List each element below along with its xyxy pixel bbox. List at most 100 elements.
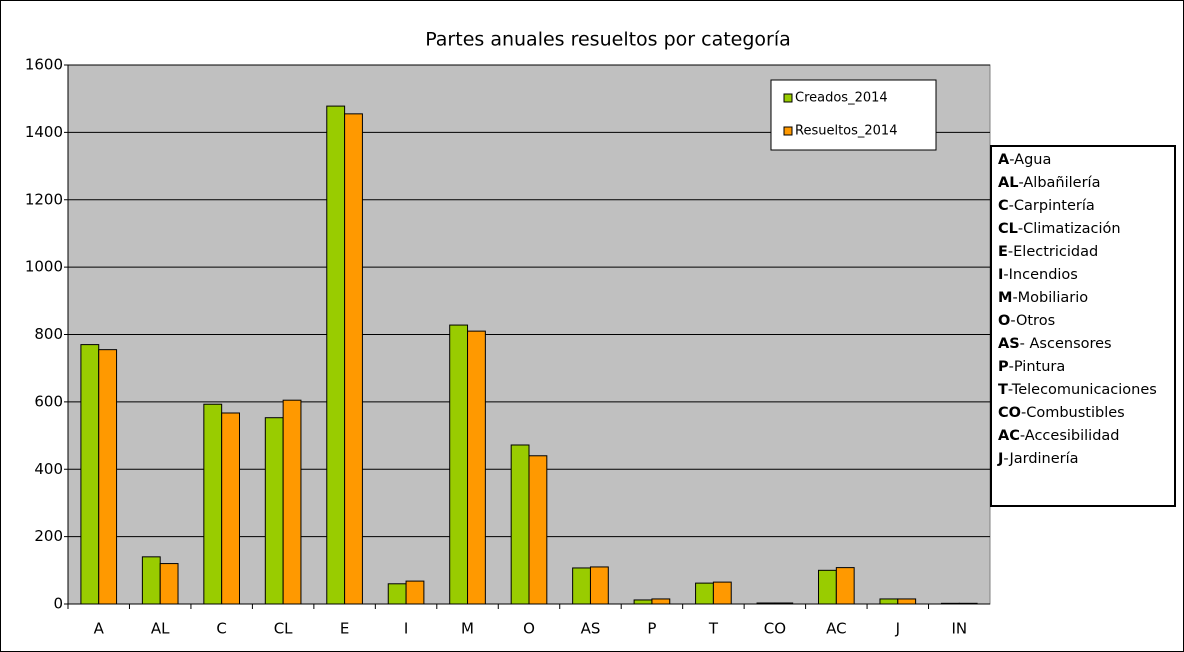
bar	[510, 444, 530, 605]
key-entry: C-Carpintería	[998, 195, 1174, 218]
bar	[264, 417, 284, 605]
key-entry: AL-Albañilería	[998, 172, 1174, 195]
key-text: -Carpintería	[1008, 198, 1095, 214]
key-text: -Electricidad	[1007, 244, 1099, 260]
x-tick-label: J	[895, 620, 900, 638]
y-tick-label: 1600	[25, 56, 63, 74]
key-entry: I-Incendios	[998, 264, 1174, 287]
key-entry: M-Mobiliario	[998, 287, 1174, 310]
bar	[774, 602, 794, 605]
x-tick-label: IN	[951, 620, 967, 638]
bar	[633, 599, 653, 605]
legend-label: Resueltos_2014	[795, 124, 897, 139]
x-tick-label: M	[461, 620, 474, 638]
bar	[326, 105, 346, 605]
key-text: -Albañilería	[1018, 175, 1101, 191]
key-code: C	[998, 198, 1009, 214]
key-entry: CO-Combustibles	[998, 402, 1174, 425]
bar	[221, 412, 240, 605]
legend-label: Creados_2014	[795, 91, 888, 106]
legend-box	[770, 79, 937, 151]
bar	[387, 583, 407, 605]
bar	[141, 556, 161, 605]
key-text: -Incendios	[1003, 267, 1078, 283]
key-code: O	[998, 313, 1011, 329]
legend-swatch	[783, 93, 793, 103]
key-code: T	[998, 382, 1008, 398]
bar	[756, 602, 776, 605]
key-entry: A-Agua	[998, 149, 1174, 172]
bar	[449, 324, 469, 605]
y-tick-label: 1400	[25, 123, 63, 141]
bar	[818, 569, 837, 605]
key-text: -Otros	[1010, 313, 1056, 329]
x-tick-label: P	[647, 620, 656, 638]
key-code: E	[998, 244, 1008, 260]
key-text: -Climatización	[1017, 221, 1121, 237]
key-text: -Combustibles	[1020, 405, 1125, 421]
bar	[695, 582, 714, 605]
x-tick-label: E	[340, 620, 349, 638]
bar	[958, 602, 978, 605]
key-code: M	[998, 290, 1013, 306]
key-entry: P-Pintura	[998, 356, 1174, 379]
key-code: A	[998, 152, 1010, 168]
key-entry: AS- Ascensores	[998, 333, 1174, 356]
bar	[80, 344, 100, 605]
bar	[835, 567, 855, 605]
key-code: AC	[998, 428, 1020, 444]
bar	[282, 399, 302, 605]
y-tick-label: 200	[34, 527, 63, 545]
bar	[572, 567, 591, 605]
key-text: -Agua	[1009, 152, 1052, 168]
y-tick-label: 1000	[25, 258, 63, 276]
bar	[405, 580, 425, 605]
y-tick-label: 1200	[25, 190, 63, 208]
key-text: -Accesibilidad	[1019, 428, 1120, 444]
bar	[589, 566, 609, 605]
x-tick-label: AC	[826, 620, 846, 638]
x-tick-label: C	[216, 620, 226, 638]
bar	[344, 113, 363, 605]
bar	[159, 563, 179, 605]
x-tick-label: A	[94, 620, 105, 638]
key-entry: O-Otros	[998, 310, 1174, 333]
bar	[467, 330, 486, 605]
bar	[651, 598, 671, 605]
bar	[98, 349, 118, 605]
bar	[203, 403, 223, 605]
x-tick-label: T	[708, 620, 719, 638]
x-tick-label: CO	[764, 620, 786, 638]
key-text: -Telecomunicaciones	[1007, 382, 1157, 398]
key-code: P	[998, 359, 1009, 375]
y-tick-label: 800	[34, 325, 63, 343]
key-code: I	[998, 267, 1004, 283]
y-tick-label: 0	[53, 595, 63, 613]
key-entry: T-Telecomunicaciones	[998, 379, 1174, 402]
legend-swatch	[783, 126, 793, 136]
bar	[940, 602, 960, 605]
key-code: CO	[998, 405, 1021, 421]
key-entry: E-Electricidad	[998, 241, 1174, 264]
x-tick-label: I	[404, 620, 408, 638]
chart-title: Partes anuales resueltos por categoría	[425, 29, 791, 51]
key-entry: CL-Climatización	[998, 218, 1174, 241]
key-entry: J-Jardinería	[998, 448, 1174, 471]
category-key: A-Agua AL-Albañilería C-Carpintería CL-Clim…	[990, 145, 1176, 507]
key-entry: AC-Accesibilidad	[998, 425, 1174, 448]
bar	[528, 455, 548, 605]
key-code: AS	[998, 336, 1020, 352]
key-text: -Mobiliario	[1012, 290, 1089, 306]
key-code: CL	[998, 221, 1018, 237]
x-tick-label: CL	[274, 620, 293, 638]
bar	[897, 598, 917, 605]
key-code: J	[998, 451, 1004, 467]
x-tick-label: AS	[581, 620, 601, 638]
bar	[712, 581, 732, 605]
bar	[879, 598, 899, 605]
y-tick-label: 600	[34, 392, 63, 410]
key-text: -Jardinería	[1003, 451, 1079, 467]
key-code: AL	[998, 175, 1019, 191]
